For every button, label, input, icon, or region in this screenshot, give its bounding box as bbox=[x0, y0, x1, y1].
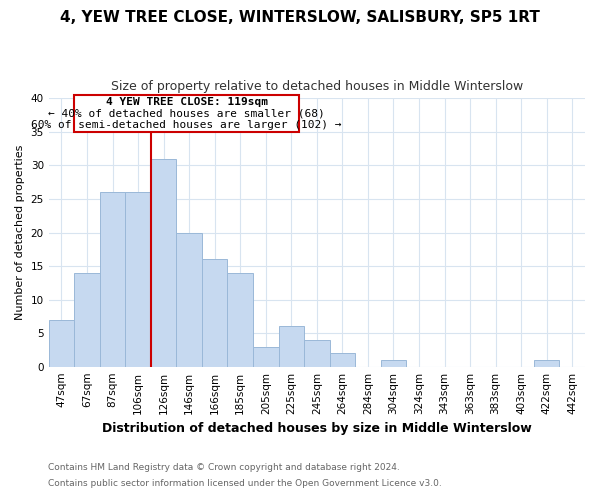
Bar bbox=[100, 192, 125, 366]
Bar bbox=[304, 340, 329, 366]
Bar bbox=[202, 260, 227, 366]
Text: 4, YEW TREE CLOSE, WINTERSLOW, SALISBURY, SP5 1RT: 4, YEW TREE CLOSE, WINTERSLOW, SALISBURY… bbox=[60, 10, 540, 25]
Bar bbox=[49, 320, 74, 366]
Bar bbox=[380, 360, 406, 366]
Text: ← 40% of detached houses are smaller (68): ← 40% of detached houses are smaller (68… bbox=[48, 108, 325, 118]
Bar bbox=[151, 158, 176, 366]
Text: 60% of semi-detached houses are larger (102) →: 60% of semi-detached houses are larger (… bbox=[31, 120, 342, 130]
Bar bbox=[125, 192, 151, 366]
Bar bbox=[74, 273, 100, 366]
Text: Contains HM Land Registry data © Crown copyright and database right 2024.: Contains HM Land Registry data © Crown c… bbox=[48, 464, 400, 472]
X-axis label: Distribution of detached houses by size in Middle Winterslow: Distribution of detached houses by size … bbox=[102, 422, 532, 435]
Bar bbox=[227, 273, 253, 366]
Bar bbox=[253, 346, 278, 366]
Text: Contains public sector information licensed under the Open Government Licence v3: Contains public sector information licen… bbox=[48, 478, 442, 488]
Bar bbox=[278, 326, 304, 366]
Text: 4 YEW TREE CLOSE: 119sqm: 4 YEW TREE CLOSE: 119sqm bbox=[106, 98, 268, 108]
Bar bbox=[534, 360, 559, 366]
Bar bbox=[329, 354, 355, 366]
Bar bbox=[176, 232, 202, 366]
Title: Size of property relative to detached houses in Middle Winterslow: Size of property relative to detached ho… bbox=[111, 80, 523, 93]
Y-axis label: Number of detached properties: Number of detached properties bbox=[15, 145, 25, 320]
